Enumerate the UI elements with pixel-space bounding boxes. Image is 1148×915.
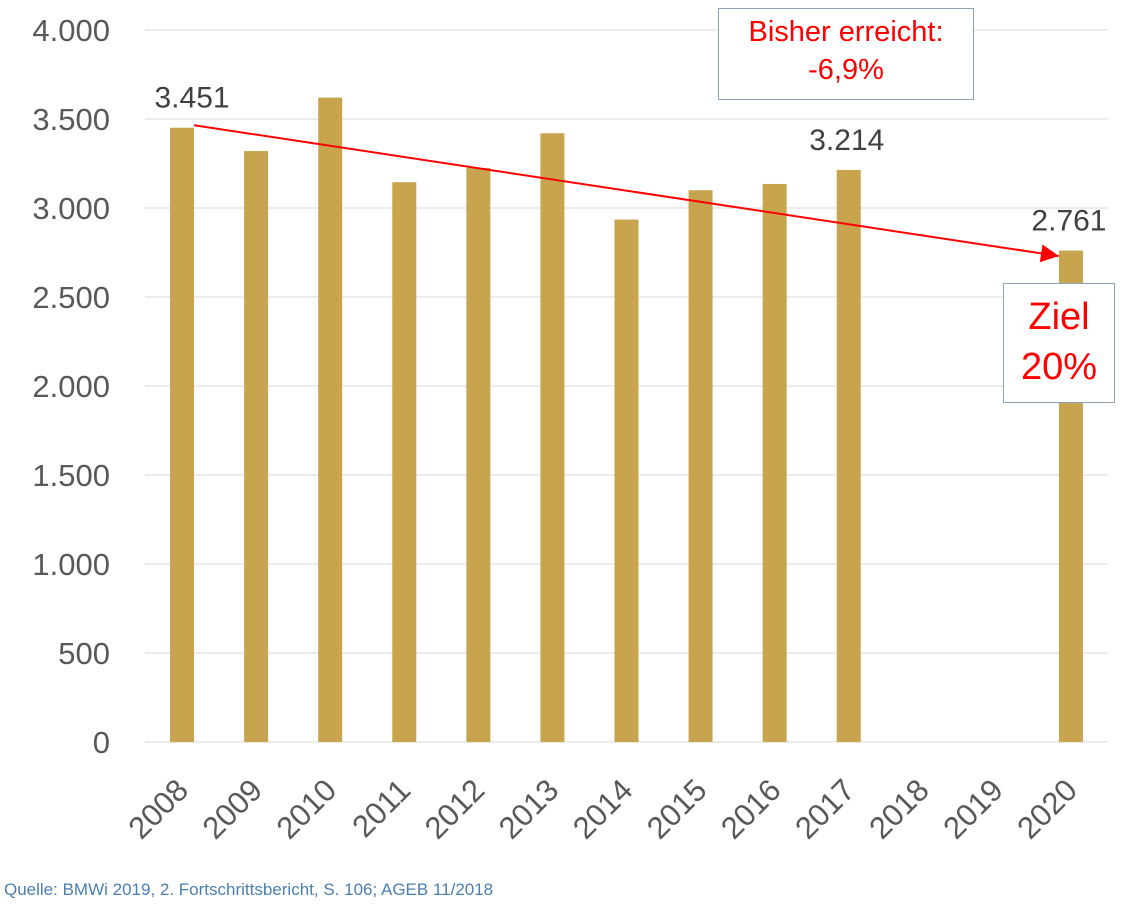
bar-2014: [614, 219, 639, 742]
bar-2010: [318, 97, 343, 742]
x-tick-label: 2017: [788, 772, 862, 846]
y-tick-label: 3.500: [32, 102, 110, 137]
x-tick-label: 2015: [640, 772, 714, 846]
target-callout-line2: 20%: [1020, 346, 1098, 388]
x-tick-label: 2009: [196, 772, 270, 846]
progress-callout: Bisher erreicht: -6,9%: [718, 8, 974, 100]
y-tick-label: 1.000: [32, 547, 110, 582]
bar-2017: [836, 169, 861, 742]
progress-callout-line2: -6,9%: [808, 54, 884, 86]
data-label-2017: 3.214: [809, 124, 884, 157]
bar-2012: [466, 167, 491, 742]
x-tick-label: 2013: [492, 772, 566, 846]
y-tick-label: 3.000: [32, 191, 110, 226]
data-label-2020: 2.761: [1031, 205, 1106, 238]
y-tick-label: 0: [93, 725, 110, 760]
bar-2015: [688, 190, 713, 742]
y-tick-label: 2.000: [32, 369, 110, 404]
y-tick-label: 2.500: [32, 280, 110, 315]
x-tick-label: 2018: [862, 772, 936, 846]
target-callout: Ziel 20%: [1003, 283, 1115, 403]
source-note: Quelle: BMWi 2019, 2. Fortschrittsberich…: [4, 880, 494, 899]
x-tick-label: 2008: [121, 772, 195, 846]
bar-2009: [244, 151, 269, 743]
y-tick-label: 4.000: [32, 13, 110, 48]
x-tick-label: 2016: [714, 772, 788, 846]
x-tick-label: 2019: [936, 772, 1010, 846]
trend-arrowhead: [1039, 244, 1059, 263]
x-tick-label: 2014: [566, 772, 640, 846]
x-tick-label: 2020: [1010, 772, 1084, 846]
x-axis: 2008 2009 2010 2011 2012 2013 2014 2015 2016 2017…: [121, 772, 1083, 846]
x-tick-label: 2012: [418, 772, 492, 846]
progress-callout-line1: Bisher erreicht:: [748, 16, 944, 48]
trend-arrow: [193, 124, 1060, 263]
target-callout-line1: Ziel: [1028, 296, 1090, 338]
data-label-2008: 3.451: [154, 82, 229, 115]
bar-2008: [170, 127, 195, 743]
y-tick-label: 1.500: [32, 458, 110, 493]
bars: [170, 97, 1083, 743]
y-axis: 0 500 1.000 1.500 2.000 2.500 3.000 3.500 4.000: [32, 13, 110, 760]
x-tick-label: 2010: [270, 772, 344, 846]
y-tick-label: 500: [58, 636, 110, 671]
bar-2011: [392, 182, 417, 742]
trend-line: [193, 124, 1060, 258]
x-tick-label: 2011: [345, 772, 417, 844]
bar-2013: [540, 133, 565, 743]
bar-2016: [762, 183, 787, 743]
data-labels: 3.451 3.214 2.761: [154, 82, 1106, 238]
